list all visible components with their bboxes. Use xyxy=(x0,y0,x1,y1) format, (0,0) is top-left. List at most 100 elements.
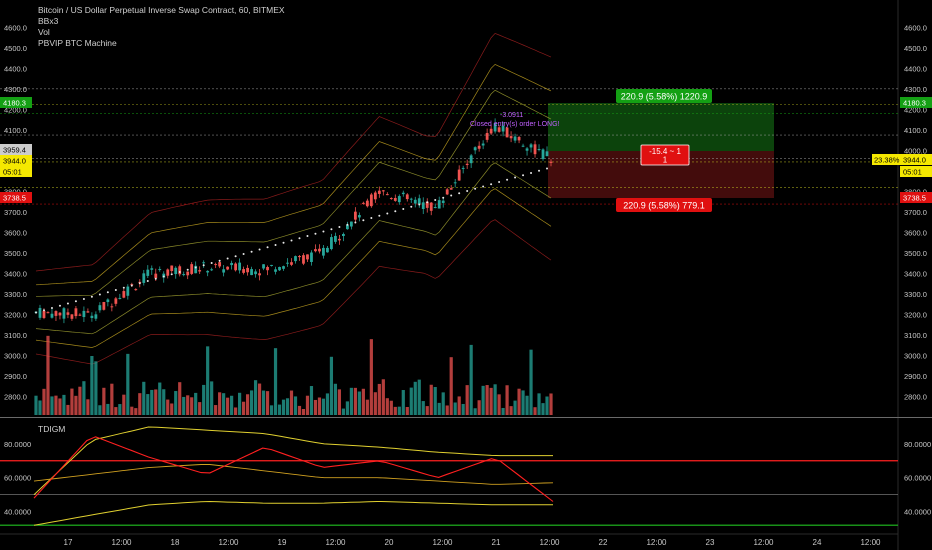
trend-dot xyxy=(322,230,325,233)
trend-dot xyxy=(386,212,389,215)
volume-bar xyxy=(162,389,166,415)
price-tick-label: 3500.0 xyxy=(904,249,927,258)
price-tick-label-left: 2900.0 xyxy=(4,372,27,381)
trend-dot xyxy=(66,302,69,305)
price-tick-label-left: 3700.0 xyxy=(4,208,27,217)
target-label-box[interactable]: 220.9 (5.58%) 1220.9 xyxy=(616,89,712,103)
volume-bar xyxy=(166,399,170,415)
price-tick-label: 3300.0 xyxy=(904,290,927,299)
volume-bar xyxy=(158,382,162,415)
candle-body xyxy=(481,143,485,146)
volume-bar xyxy=(389,400,393,415)
candle-body xyxy=(310,252,313,262)
indicator-pbvip[interactable]: PBVIP BTC Machine xyxy=(38,38,117,48)
price-tick-label: 4500.0 xyxy=(904,44,927,53)
candle-body xyxy=(258,273,261,276)
volume-bar xyxy=(42,388,46,415)
ratio-label-box[interactable]: -15.4 ~ 1 1 xyxy=(640,144,690,166)
candle-body xyxy=(361,202,365,204)
candle-body xyxy=(234,263,238,271)
candle-body xyxy=(150,268,154,270)
time-tick-label: 12:00 xyxy=(860,538,881,547)
volume-bar xyxy=(469,344,473,415)
volume-bar xyxy=(545,396,549,415)
trend-dot xyxy=(202,264,205,267)
candle-body xyxy=(134,289,138,291)
price-tick-label: 2800.0 xyxy=(904,393,927,402)
candle-body xyxy=(501,125,505,132)
candle-body xyxy=(330,237,333,250)
volume-bar xyxy=(417,379,421,415)
candle-body xyxy=(298,256,301,258)
symbol-title[interactable]: Bitcoin / US Dollar Perpetual Inverse Sw… xyxy=(38,5,285,15)
indicator-tick-label-left: 80.0000 xyxy=(4,440,31,449)
price-tick-label: 4400.0 xyxy=(904,64,927,73)
volume-bar xyxy=(325,393,330,415)
volume-bar xyxy=(369,339,373,415)
candle-body xyxy=(118,297,122,299)
trend-dot xyxy=(306,235,309,238)
candle-body xyxy=(473,147,477,151)
volume-bar xyxy=(293,396,298,415)
candle-body xyxy=(545,151,549,157)
volume-bar xyxy=(245,394,250,415)
candle-body xyxy=(549,161,553,163)
last-tag-left: 3944.0 xyxy=(3,157,26,166)
candle-body xyxy=(322,247,325,256)
indicator-vol[interactable]: Vol xyxy=(38,27,50,37)
indicator-bbx3[interactable]: BBx3 xyxy=(38,16,59,26)
candle-body xyxy=(385,194,389,196)
volume-bar xyxy=(206,346,210,415)
trend-dot xyxy=(266,246,269,249)
candle-body xyxy=(54,311,58,316)
time-tick-label: 18 xyxy=(171,538,180,547)
candle-body xyxy=(94,314,98,319)
volume-bar xyxy=(345,401,349,415)
candle-body xyxy=(397,196,401,203)
trend-dot xyxy=(354,221,357,224)
stop-label-box[interactable]: 220.9 (5.58%) 779.1 xyxy=(616,198,712,212)
tdi-lower-band xyxy=(33,500,553,526)
candle-body xyxy=(186,271,190,276)
volume-bar xyxy=(449,357,453,415)
candle-body xyxy=(114,298,118,304)
candle-body xyxy=(290,262,293,265)
price-tick-label-left: 3300.0 xyxy=(4,290,27,299)
candle-body xyxy=(74,308,78,317)
signal-value: -3.0911 xyxy=(500,112,523,119)
price-axis[interactable]: 4600.0 4500.0 4400.0 4300.0 4200.0 4100.0 4000… xyxy=(904,23,927,401)
candle-body xyxy=(146,269,150,276)
order-annotation: Closed entry(s) order LONG! xyxy=(470,121,560,128)
candle-body xyxy=(110,306,114,308)
volume-bar xyxy=(509,406,513,415)
candle-body xyxy=(365,200,369,207)
volume-bar xyxy=(257,383,262,415)
trend-dot xyxy=(170,273,173,276)
volume-bar xyxy=(305,395,310,415)
candle-body xyxy=(70,314,74,319)
volume-bar xyxy=(238,392,242,415)
volume-bar xyxy=(429,384,433,415)
candle-body xyxy=(78,314,82,316)
time-axis[interactable]: 17 12:00 18 12:00 19 12:00 20 12:00 21 12:00 22 12:… xyxy=(64,538,882,547)
candle-body xyxy=(66,312,70,315)
volume-bar xyxy=(82,381,86,415)
candle-body xyxy=(218,262,222,267)
volume-bar xyxy=(142,381,146,415)
trend-dot xyxy=(530,172,533,175)
candle-body xyxy=(441,200,445,203)
trend-dot xyxy=(506,178,509,181)
tdi-upper-band xyxy=(33,426,553,496)
price-tick-label: 4100.0 xyxy=(904,126,927,135)
price-axis-left: 4600.04500.04400.04300.04200.04100.04000… xyxy=(4,23,27,401)
volume-bar xyxy=(549,393,553,415)
volume-bar xyxy=(353,387,357,415)
volume-bar xyxy=(202,384,206,415)
volume-bar xyxy=(525,395,529,415)
volume-bar xyxy=(66,404,70,415)
price-tick-label: 3000.0 xyxy=(904,352,927,361)
price-tick-label: 3200.0 xyxy=(904,311,927,320)
volume-bar xyxy=(365,399,369,415)
countdown-tag-left: 05:01 xyxy=(3,168,22,177)
